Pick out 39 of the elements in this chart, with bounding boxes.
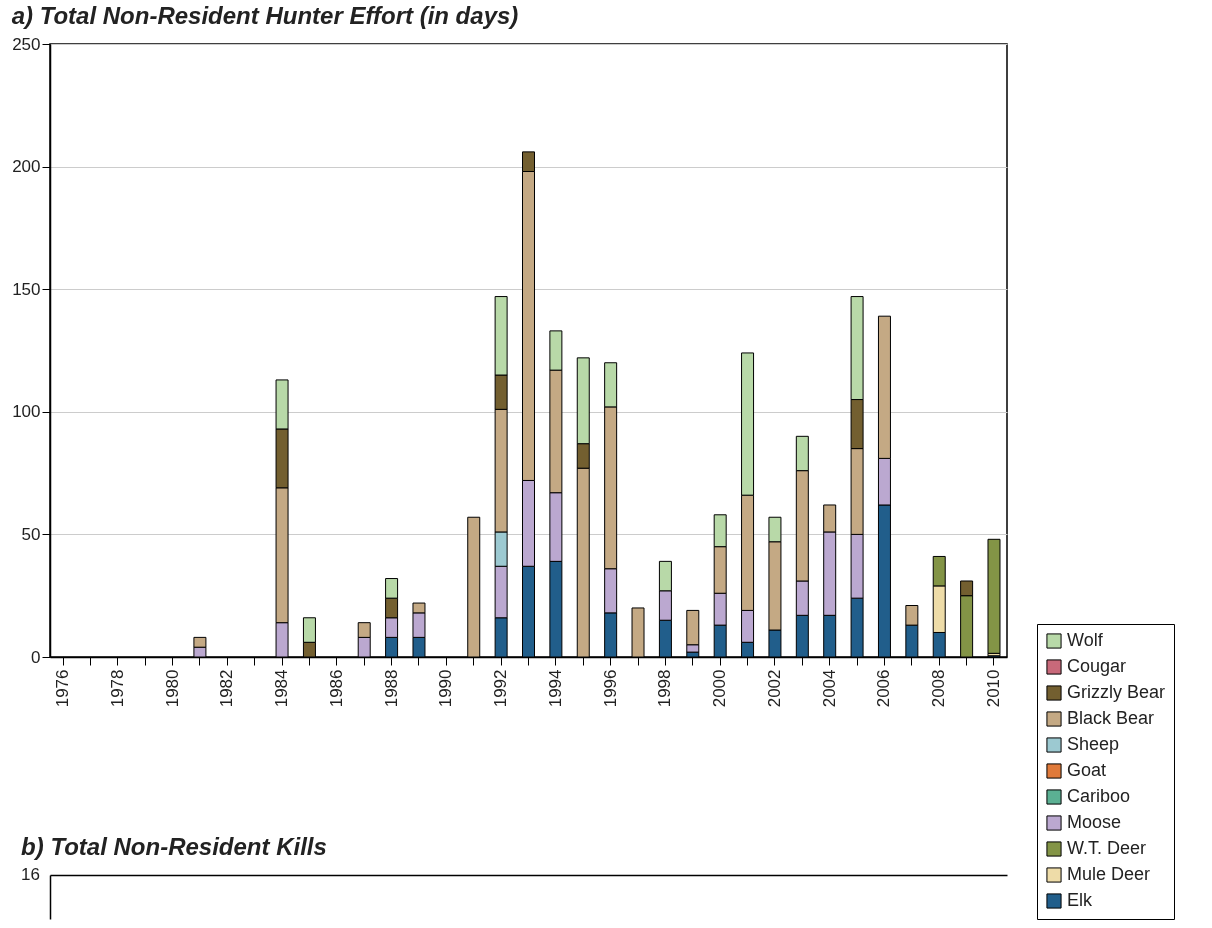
y-tick-label: 250 [12, 34, 41, 54]
x-tick-label: 1982 [217, 669, 237, 708]
legend-label: W.T. Deer [1067, 838, 1147, 858]
y-tick-label: 50 [21, 524, 41, 544]
legend-label: Wolf [1067, 630, 1104, 650]
y-tick-label: 200 [12, 157, 41, 177]
bar [987, 538, 1001, 654]
y-tick-label: 0 [31, 647, 41, 667]
y-tick-label: 150 [12, 279, 41, 299]
legend-label: Sheep [1067, 734, 1120, 754]
legend-label: Moose [1067, 812, 1122, 832]
x-tick-label: 1980 [162, 669, 182, 708]
x-tick-label: 2002 [764, 669, 784, 708]
text: 16 [21, 865, 40, 884]
legend-label: Elk [1067, 890, 1093, 910]
x-tick-label: 2000 [710, 669, 730, 708]
x-tick-label: 2004 [819, 669, 839, 708]
text: b) Total Non-Resident Kills [21, 833, 327, 860]
x-tick-label: 1984 [272, 669, 292, 708]
legend-label: Cariboo [1067, 786, 1131, 806]
chart-title: a) Total Non-Resident Hunter Effort (in days) [11, 2, 519, 29]
legend-label: Black Bear [1067, 708, 1155, 728]
x-tick-label: 1978 [107, 669, 127, 708]
x-tick-label: 1996 [600, 669, 620, 708]
x-tick-label: 1986 [326, 669, 346, 708]
x-tick-label: 1988 [381, 669, 401, 708]
x-tick-label: 1998 [655, 669, 675, 708]
x-tick-label: 1990 [436, 669, 456, 708]
x-tick-label: 2008 [929, 669, 949, 708]
y-tick-label: 100 [12, 402, 41, 422]
legend-label: Mule Deer [1067, 864, 1151, 884]
x-tick-label: 1976 [53, 669, 73, 708]
x-tick-label: 2006 [874, 669, 894, 708]
x-tick-label: 2010 [983, 669, 1003, 708]
legend-label: Cougar [1067, 656, 1127, 676]
x-tick-label: 1994 [545, 669, 565, 708]
legend-label: Goat [1067, 760, 1107, 780]
x-tick-label: 1992 [491, 669, 511, 708]
legend-label: Grizzly Bear [1067, 682, 1166, 702]
